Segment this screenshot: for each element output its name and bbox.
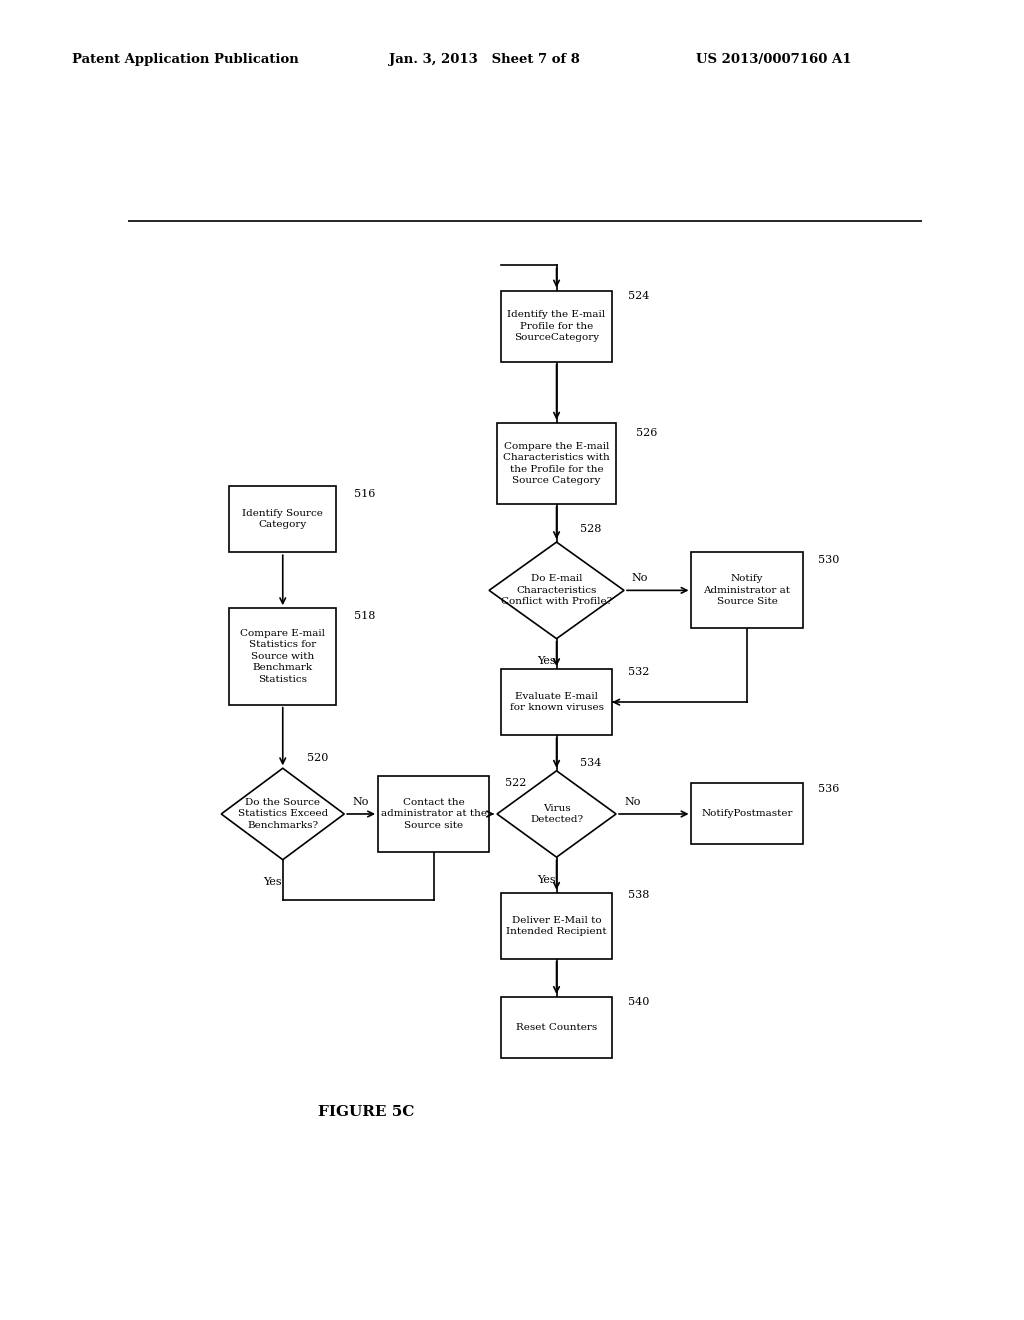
FancyBboxPatch shape	[229, 609, 336, 705]
FancyBboxPatch shape	[497, 422, 616, 504]
Text: Contact the
administrator at the
Source site: Contact the administrator at the Source …	[381, 799, 486, 830]
Text: 520: 520	[306, 754, 328, 763]
Text: Notify
Administrator at
Source Site: Notify Administrator at Source Site	[703, 574, 791, 606]
Text: FIGURE 5C: FIGURE 5C	[317, 1105, 415, 1119]
Text: Yes: Yes	[263, 876, 282, 887]
Text: Patent Application Publication: Patent Application Publication	[72, 53, 298, 66]
Text: Yes: Yes	[537, 656, 555, 667]
Text: 518: 518	[354, 611, 376, 620]
Text: No: No	[352, 797, 369, 807]
Text: 516: 516	[354, 488, 376, 499]
Text: 534: 534	[581, 758, 602, 768]
Text: Deliver E-Mail to
Intended Recipient: Deliver E-Mail to Intended Recipient	[506, 916, 607, 936]
Text: No: No	[624, 797, 640, 807]
Text: 532: 532	[628, 667, 649, 677]
Text: 522: 522	[505, 779, 526, 788]
Text: Yes: Yes	[537, 875, 555, 884]
Text: Do E-mail
Characteristics
Conflict with Profile?: Do E-mail Characteristics Conflict with …	[501, 574, 612, 606]
Text: Do the Source
Statistics Exceed
Benchmarks?: Do the Source Statistics Exceed Benchmar…	[238, 799, 328, 830]
Text: Virus
Detected?: Virus Detected?	[530, 804, 583, 824]
Text: NotifyPostmaster: NotifyPostmaster	[701, 809, 793, 818]
Text: Identify Source
Category: Identify Source Category	[243, 510, 324, 529]
Polygon shape	[489, 543, 624, 639]
Text: 528: 528	[581, 524, 602, 535]
FancyBboxPatch shape	[378, 776, 489, 853]
Text: Evaluate E-mail
for known viruses: Evaluate E-mail for known viruses	[510, 692, 603, 713]
FancyBboxPatch shape	[229, 486, 336, 552]
FancyBboxPatch shape	[501, 997, 612, 1057]
Text: Reset Counters: Reset Counters	[516, 1023, 597, 1032]
Text: 526: 526	[636, 428, 657, 438]
Text: 530: 530	[818, 554, 840, 565]
Text: Compare E-mail
Statistics for
Source with
Benchmark
Statistics: Compare E-mail Statistics for Source wit…	[241, 630, 326, 684]
FancyBboxPatch shape	[691, 552, 803, 628]
Text: Jan. 3, 2013   Sheet 7 of 8: Jan. 3, 2013 Sheet 7 of 8	[389, 53, 580, 66]
Polygon shape	[497, 771, 616, 857]
Text: Identify the E-mail
Profile for the
SourceCategory: Identify the E-mail Profile for the Sour…	[508, 310, 605, 342]
Text: US 2013/0007160 A1: US 2013/0007160 A1	[696, 53, 852, 66]
FancyBboxPatch shape	[501, 290, 612, 362]
Polygon shape	[221, 768, 344, 859]
FancyBboxPatch shape	[501, 892, 612, 958]
Text: No: No	[632, 573, 648, 583]
Text: 536: 536	[818, 784, 840, 793]
Text: 524: 524	[628, 290, 649, 301]
FancyBboxPatch shape	[501, 669, 612, 735]
Text: Compare the E-mail
Characteristics with
the Profile for the
Source Category: Compare the E-mail Characteristics with …	[503, 442, 610, 484]
Text: 538: 538	[628, 890, 649, 900]
Text: 540: 540	[628, 997, 649, 1007]
FancyBboxPatch shape	[691, 784, 803, 845]
